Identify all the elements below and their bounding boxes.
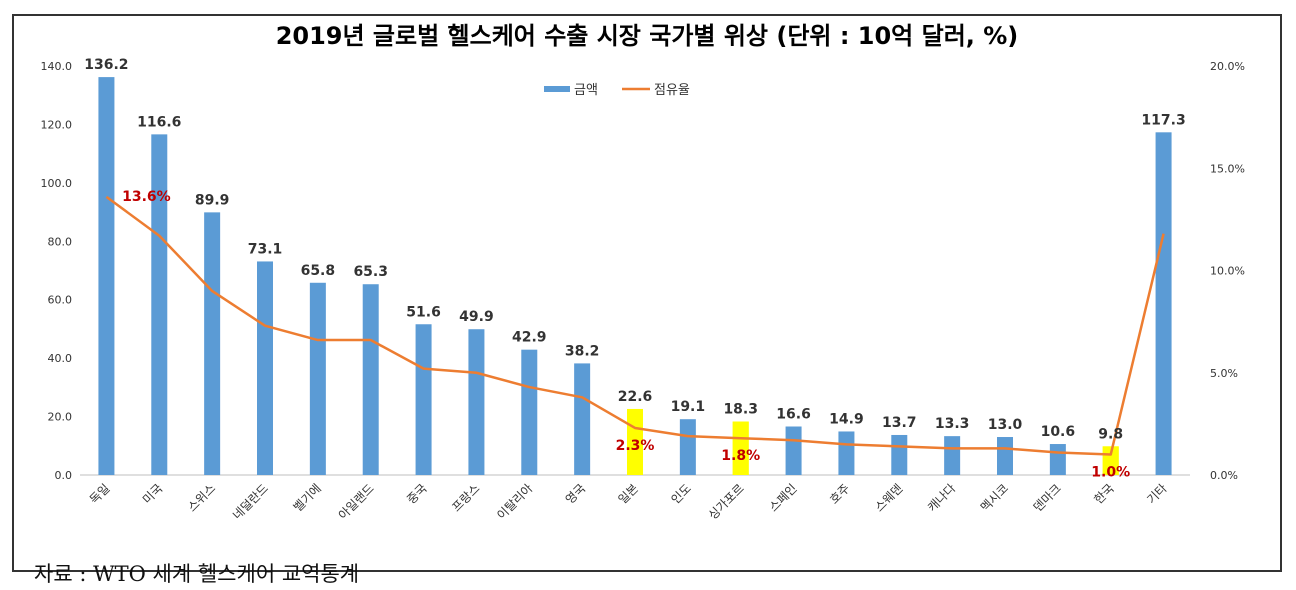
bar-중국 xyxy=(415,324,432,475)
right-tick-label: 20.0% xyxy=(1210,60,1245,73)
chart-frame: 2019년 글로벌 헬스케어 수출 시장 국가별 위상 (단위 : 10억 달러… xyxy=(12,14,1282,586)
bar-value-label: 16.6 xyxy=(776,407,811,423)
source-note: 자료 : WTO 세계 헬스케어 교역통계 xyxy=(34,562,360,586)
legend-line-label: 점유율 xyxy=(654,83,690,98)
chart-title: 2019년 글로벌 헬스케어 수출 시장 국가별 위상 (단위 : 10억 달러… xyxy=(276,22,1019,50)
x-category-label: 한국 xyxy=(1091,481,1117,507)
bar-스웨덴 xyxy=(891,434,908,475)
x-category-label: 스위스 xyxy=(185,481,218,514)
share-value-label: 1.0% xyxy=(1091,465,1130,481)
x-category-label: 영국 xyxy=(563,481,589,507)
bar-영국 xyxy=(574,363,591,475)
bars xyxy=(98,77,1172,475)
bar-벨기에 xyxy=(309,282,326,475)
right-tick-label: 10.0% xyxy=(1210,265,1245,278)
left-tick-label: 140.0 xyxy=(41,60,73,73)
x-category-label: 벨기에 xyxy=(291,481,324,514)
x-category-label: 중국 xyxy=(404,481,430,507)
bar-value-label: 73.1 xyxy=(248,241,283,257)
bar-value-label: 89.9 xyxy=(195,192,230,208)
x-category-label: 프랑스 xyxy=(449,481,482,514)
left-tick-label: 0.0 xyxy=(55,469,73,482)
bar-인도 xyxy=(679,419,696,475)
bar-value-label: 65.8 xyxy=(301,263,336,279)
bar-캐나다 xyxy=(944,436,961,475)
bar-value-label: 42.9 xyxy=(512,330,547,346)
bar-아일랜드 xyxy=(362,284,379,475)
legend: 금액 점유율 xyxy=(544,83,690,98)
bar-value-label: 13.0 xyxy=(988,417,1023,433)
x-category-label: 독일 xyxy=(87,481,113,507)
share-line xyxy=(105,195,1165,456)
x-category-label: 아일랜드 xyxy=(336,481,377,522)
x-category-label: 스웨덴 xyxy=(872,481,905,514)
bar-value-label: 117.3 xyxy=(1141,112,1185,128)
left-tick-label: 80.0 xyxy=(48,235,73,248)
x-category-label: 스페인 xyxy=(766,481,799,514)
left-tick-label: 20.0 xyxy=(48,411,73,424)
bar-labels: 136.2 116.6 89.9 73.1 65.8 65.3 51.6 49.9 42.9 38… xyxy=(84,57,1185,442)
bar-이탈리아 xyxy=(521,349,538,475)
bar-value-label: 116.6 xyxy=(137,114,181,130)
bar-value-label: 51.6 xyxy=(406,304,441,320)
bar-네덜란드 xyxy=(257,261,273,475)
x-category-label: 인도 xyxy=(668,481,694,507)
x-category-label: 기타 xyxy=(1144,481,1170,507)
share-value-label: 1.8% xyxy=(721,448,760,464)
bar-독일 xyxy=(98,77,115,475)
x-category-label: 싱가포르 xyxy=(706,481,747,522)
bar-value-label: 10.6 xyxy=(1041,424,1076,440)
bar-value-label: 13.3 xyxy=(935,416,970,432)
legend-bar-label: 금액 xyxy=(574,83,598,98)
bar-호주 xyxy=(838,431,855,475)
x-category-label: 미국 xyxy=(140,481,166,507)
bar-덴마크 xyxy=(1049,444,1066,475)
bar-value-label: 13.7 xyxy=(882,415,917,431)
right-tick-label: 5.0% xyxy=(1210,367,1238,380)
right-tick-label: 15.0% xyxy=(1210,162,1245,175)
right-tick-label: 0.0% xyxy=(1210,469,1238,482)
bar-스위스 xyxy=(204,212,221,475)
left-axis: 0.0 20.0 40.0 60.0 80.0 100.0 120.0 140.0 xyxy=(41,60,73,482)
bar-value-label: 18.3 xyxy=(723,402,758,418)
x-category-label: 일본 xyxy=(616,481,642,507)
left-tick-label: 120.0 xyxy=(41,118,73,131)
share-value-label: 2.3% xyxy=(616,438,655,454)
bar-value-label: 49.9 xyxy=(459,309,494,325)
bar-싱가포르 xyxy=(732,421,749,475)
x-category-label: 호주 xyxy=(827,481,853,507)
left-tick-label: 60.0 xyxy=(48,294,73,307)
bar-value-label: 19.1 xyxy=(671,399,706,415)
x-labels: 독일 미국 스위스 네덜란드 벨기에 아일랜드 중국 프랑스 이탈리아 영국 일본 인도 싱가포르 스페인… xyxy=(87,481,1170,522)
legend-bar-swatch xyxy=(544,86,570,92)
bar-value-label: 22.6 xyxy=(618,389,653,405)
x-category-label: 네덜란드 xyxy=(230,481,271,522)
bar-프랑스 xyxy=(468,329,485,475)
bar-기타 xyxy=(1155,132,1172,475)
x-category-label: 캐나다 xyxy=(925,481,958,514)
bar-미국 xyxy=(151,134,168,475)
left-tick-label: 100.0 xyxy=(41,177,73,190)
bar-value-label: 14.9 xyxy=(829,411,864,427)
share-value-label: 13.6% xyxy=(122,189,171,205)
chart-svg: 2019년 글로벌 헬스케어 수출 시장 국가별 위상 (단위 : 10억 달러… xyxy=(41,22,1245,522)
bar-value-label: 9.8 xyxy=(1098,426,1123,442)
bar-멕시코 xyxy=(997,437,1013,475)
right-axis: 0.0% 5.0% 10.0% 15.0% 20.0% xyxy=(1210,60,1245,482)
bar-스페인 xyxy=(785,426,802,475)
bar-value-label: 136.2 xyxy=(84,57,128,73)
x-category-label: 덴마크 xyxy=(1031,481,1064,514)
bar-value-label: 65.3 xyxy=(353,264,388,280)
highlights xyxy=(627,408,1119,475)
bar-value-label: 38.2 xyxy=(565,343,600,359)
x-category-label: 멕시코 xyxy=(978,481,1011,514)
x-category-label: 이탈리아 xyxy=(494,481,535,522)
line-labels: 13.6% 2.3% 1.8% 1.0% xyxy=(122,189,1130,481)
left-tick-label: 40.0 xyxy=(48,352,73,365)
